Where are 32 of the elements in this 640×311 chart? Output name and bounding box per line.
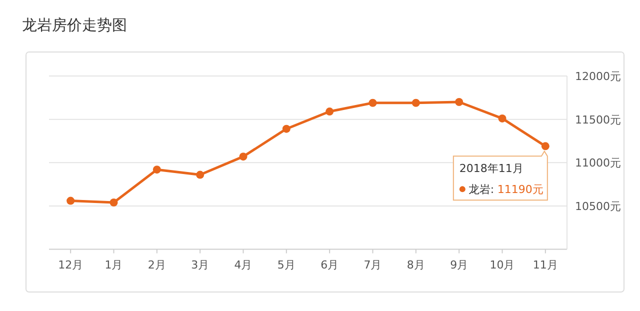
chart-title: 龙岩房价走势图 xyxy=(22,16,127,34)
point xyxy=(412,98,420,107)
point xyxy=(541,142,550,150)
point xyxy=(282,124,290,133)
x-tick-label: 8月 xyxy=(406,258,425,272)
x-tick-label: 4月 xyxy=(234,258,252,272)
point xyxy=(110,198,118,207)
x-tick-label: 10月 xyxy=(490,258,515,272)
point xyxy=(196,170,204,179)
x-tick-label: 11月 xyxy=(532,258,558,272)
point xyxy=(326,108,334,116)
y-tick-label: 12000元 xyxy=(575,70,621,83)
x-tick-label: 2月 xyxy=(148,258,166,272)
x-tick-label: 9月 xyxy=(450,258,468,272)
point xyxy=(455,98,464,106)
y-tick-label: 11500元 xyxy=(575,113,621,126)
legend-label: 龙岩: xyxy=(468,183,494,196)
point xyxy=(498,114,506,122)
point xyxy=(368,98,377,107)
point xyxy=(152,166,161,174)
y-tick-label: 11000元 xyxy=(575,156,621,170)
point xyxy=(66,196,75,205)
x-tick-label: 3月 xyxy=(191,258,210,272)
x-tick-label: 1月 xyxy=(104,258,123,272)
point xyxy=(239,152,248,161)
x-tick-label: 6月 xyxy=(320,258,339,272)
data-label: 11190元 xyxy=(497,183,544,196)
y-tick-label: 10500元 xyxy=(575,200,621,213)
annotation: 2018年11月 xyxy=(459,162,524,176)
x-tick-label: 12月 xyxy=(58,258,84,272)
x-tick-label: 5月 xyxy=(277,258,296,272)
x-tick-label: 7月 xyxy=(364,258,382,272)
